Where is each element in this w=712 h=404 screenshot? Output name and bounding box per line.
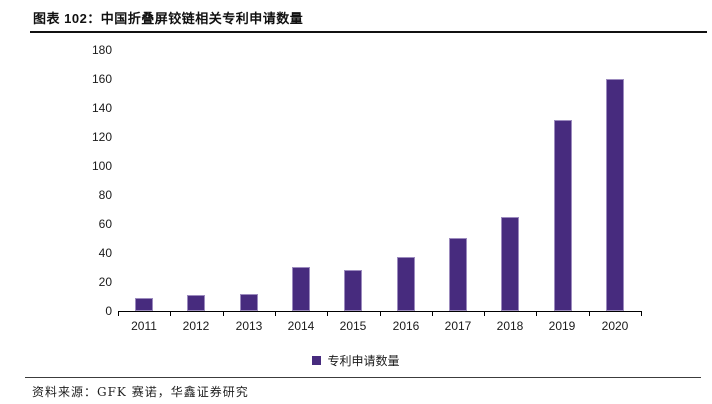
- x-axis-tick: [641, 311, 642, 316]
- bar-2015: [344, 270, 362, 311]
- x-axis-label: 2018: [496, 319, 524, 333]
- legend-label: 专利申请数量: [327, 354, 400, 368]
- x-axis-label: 2015: [339, 319, 367, 333]
- x-axis-line: [118, 311, 641, 312]
- x-axis-label: 2014: [287, 319, 315, 333]
- legend: 专利申请数量: [0, 352, 712, 369]
- y-axis-label: 120: [91, 129, 112, 144]
- y-axis-label: 80: [98, 187, 112, 202]
- x-axis-tick: [589, 311, 590, 316]
- bar-2018: [501, 217, 519, 311]
- x-axis-tick: [432, 311, 433, 316]
- x-axis-tick: [536, 311, 537, 316]
- chart-title: 图表 102：中国折叠屏铰链相关专利申请数量: [33, 11, 304, 26]
- bar-2011: [135, 298, 153, 311]
- y-axis-label: 160: [91, 71, 112, 86]
- x-axis-tick: [118, 311, 119, 316]
- bar-2019: [554, 120, 572, 311]
- bar-2013: [240, 294, 258, 311]
- x-axis-label: 2016: [392, 319, 420, 333]
- x-axis-label: 2019: [548, 319, 576, 333]
- bar-2017: [449, 238, 467, 311]
- footer-divider: [25, 377, 701, 378]
- bar-2012: [187, 295, 205, 311]
- bar-2020: [606, 79, 624, 311]
- x-axis-tick: [170, 311, 171, 316]
- y-axis-label: 20: [98, 274, 112, 289]
- y-axis-label: 100: [91, 158, 112, 173]
- x-axis-tick: [275, 311, 276, 316]
- x-axis-label: 2017: [444, 319, 472, 333]
- x-axis-label: 2013: [235, 319, 263, 333]
- title-underline: [30, 31, 707, 33]
- bar-2014: [292, 267, 310, 311]
- y-axis-label: 0: [105, 303, 112, 318]
- x-axis-tick: [484, 311, 485, 316]
- y-axis-label: 40: [98, 245, 112, 260]
- x-axis-tick: [327, 311, 328, 316]
- legend-swatch-icon: [312, 356, 322, 365]
- x-axis-label: 2020: [601, 319, 629, 333]
- x-axis-label: 2011: [131, 319, 157, 333]
- x-axis-tick: [223, 311, 224, 316]
- y-axis-label: 180: [91, 42, 112, 57]
- x-axis-label: 2012: [182, 319, 210, 333]
- bar-2016: [397, 257, 415, 311]
- source-note: 资料来源：GFK 赛诺，华鑫证券研究: [32, 385, 249, 399]
- y-axis-label: 140: [91, 100, 112, 115]
- y-axis-label: 60: [98, 216, 112, 231]
- x-axis-tick: [380, 311, 381, 316]
